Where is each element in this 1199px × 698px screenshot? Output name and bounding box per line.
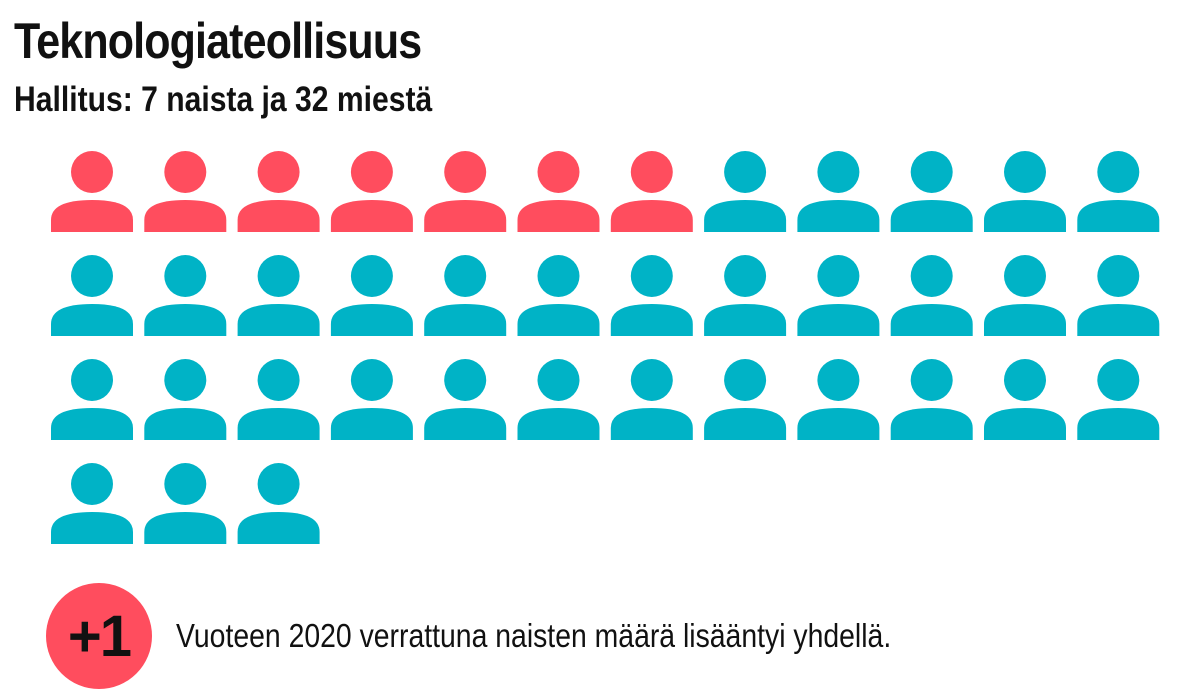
person-icon <box>144 255 227 336</box>
person-icon <box>237 255 320 336</box>
person-icon <box>517 255 600 336</box>
person-icon <box>890 151 973 232</box>
person-icon <box>610 151 693 232</box>
person-icon <box>144 463 227 544</box>
person-icon <box>517 359 600 440</box>
person-icon <box>984 255 1066 336</box>
person-icon <box>610 255 693 336</box>
person-icon <box>1077 151 1160 232</box>
person-icon <box>797 151 880 232</box>
person-icon <box>330 151 413 232</box>
person-icon <box>237 151 320 232</box>
person-icon <box>984 151 1066 232</box>
person-icon <box>704 151 787 232</box>
person-icon <box>144 151 227 232</box>
person-icon <box>51 255 133 336</box>
person-icon <box>51 463 133 544</box>
person-icon <box>984 359 1066 440</box>
person-icon <box>610 359 693 440</box>
person-icon <box>704 255 787 336</box>
person-icon <box>237 463 320 544</box>
person-icon <box>890 255 973 336</box>
person-icon <box>424 359 507 440</box>
person-icon <box>704 359 787 440</box>
person-icon <box>424 255 507 336</box>
person-icon <box>51 359 133 440</box>
chart-subtitle: Hallitus: 7 naista ja 32 miestä <box>14 80 433 119</box>
chart-title: Teknologiateollisuus <box>14 13 422 69</box>
icon-array-chart <box>51 151 1160 544</box>
person-icon <box>51 151 133 232</box>
person-icon <box>144 359 227 440</box>
person-icon <box>330 359 413 440</box>
change-note: Vuoteen 2020 verrattuna naisten määrä li… <box>176 617 892 654</box>
person-icon <box>797 359 880 440</box>
change-badge: +1 <box>46 583 152 689</box>
person-icon <box>1077 359 1160 440</box>
person-icon <box>237 359 320 440</box>
person-icon <box>424 151 507 232</box>
person-icon <box>1077 255 1160 336</box>
person-icon <box>330 255 413 336</box>
person-icon <box>890 359 973 440</box>
change-badge-label: +1 <box>67 603 132 669</box>
person-icon <box>797 255 880 336</box>
person-icon <box>517 151 600 232</box>
